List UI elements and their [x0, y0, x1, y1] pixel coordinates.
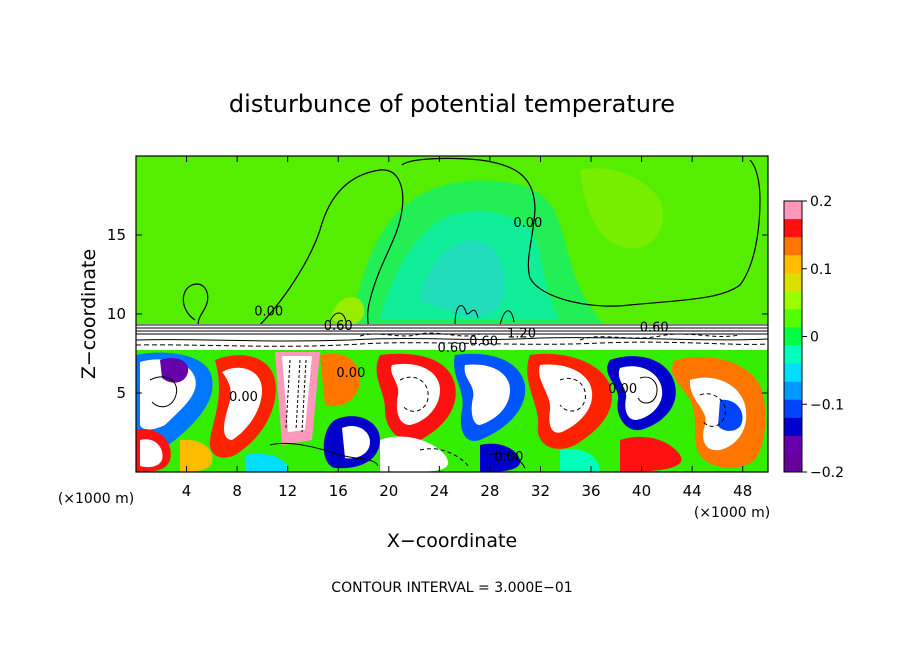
y-axis-label: Z−coordinate	[78, 249, 100, 379]
contour-interval-note: CONTOUR INTERVAL = 3.000E−01	[331, 580, 572, 596]
x-tick-label: 8	[232, 482, 242, 500]
chart-title: disturbunce of potential temperature	[229, 90, 675, 118]
plot-area	[136, 156, 768, 472]
contour-label: 0.00	[336, 366, 365, 381]
colorbar-tick-label: 0	[810, 330, 819, 346]
contour-label: 0.00	[229, 390, 258, 405]
y-tick-label: 10	[107, 305, 126, 323]
y-tick-label: 15	[107, 226, 126, 244]
contour-zero-left	[254, 169, 404, 331]
y-unit-label: (×1000 m)	[58, 491, 134, 507]
contour-label: 0.00	[513, 216, 542, 231]
lower-contours	[149, 359, 726, 469]
contour-label: 1.20	[507, 327, 536, 342]
colorbar	[783, 200, 803, 473]
contour-labels: 0.000.600.60 0.601.20 0.600.000.000.000.00…	[229, 216, 669, 465]
contour-label: 0.60	[469, 335, 498, 350]
colorbar-tick-label: 0.1	[810, 262, 832, 278]
x-tick-label: 44	[683, 482, 702, 500]
colorbar-swatch	[784, 435, 802, 455]
contour-label: 0.00	[608, 382, 637, 397]
y-axis: 5 10 15	[107, 226, 768, 402]
x-tick-label: 48	[733, 482, 752, 500]
colorbar-tick-label: 0.2	[810, 194, 832, 210]
contour-loop-left	[182, 283, 209, 326]
colorbar-swatch	[784, 363, 802, 383]
colorbar-tick-label: −0.2	[810, 465, 844, 481]
colorbar-swatch	[784, 399, 802, 419]
contour-small-wiggles	[329, 305, 515, 326]
colorbar-tick-label: −0.1	[810, 397, 844, 413]
contour-label: 0.00	[494, 450, 523, 465]
x-tick-label: 12	[278, 482, 297, 500]
colorbar-swatch	[784, 309, 802, 328]
x-tick-label: 36	[581, 482, 600, 500]
x-tick-label: 16	[329, 482, 348, 500]
colorbar-swatch	[784, 381, 802, 401]
x-tick-label: 32	[531, 482, 550, 500]
contour-label: 0.00	[254, 305, 283, 320]
colorbar-swatch	[784, 291, 802, 310]
colorbar-swatch	[784, 219, 802, 238]
y-tick-label: 5	[116, 384, 126, 402]
x-axis-label: X−coordinate	[387, 530, 517, 552]
x-tick-label: 24	[430, 482, 449, 500]
colorbar-swatch	[784, 273, 802, 292]
light-green-patch	[580, 168, 664, 249]
warm-patch	[330, 296, 365, 326]
x-tick-label: 40	[632, 482, 651, 500]
colorbar-swatch	[784, 453, 802, 473]
x-tick-label: 4	[182, 482, 192, 500]
colorbar-swatch	[784, 237, 802, 256]
x-tick-label: 28	[480, 482, 499, 500]
layer-lines	[136, 324, 768, 347]
colorbar-swatch	[784, 345, 802, 365]
cool-core	[420, 240, 505, 318]
x-axis: 4 8 12 16 20 24 28 32 36 40 44 48	[182, 156, 752, 500]
contour-label: 0.60	[438, 341, 467, 356]
contour-zero-centre	[401, 157, 761, 307]
colorbar-swatch	[784, 255, 802, 274]
colorbar-swatch	[784, 417, 802, 437]
colorbar-swatch	[784, 201, 802, 220]
x-unit-label: (×1000 m)	[694, 505, 770, 521]
colorbar-ticks: 0.2 0.1 0 −0.1 −0.2	[802, 194, 844, 481]
contour-label: 0.60	[324, 319, 353, 334]
contour-label: 0.60	[640, 320, 669, 335]
x-tick-label: 20	[379, 482, 398, 500]
colorbar-swatch	[784, 327, 802, 347]
